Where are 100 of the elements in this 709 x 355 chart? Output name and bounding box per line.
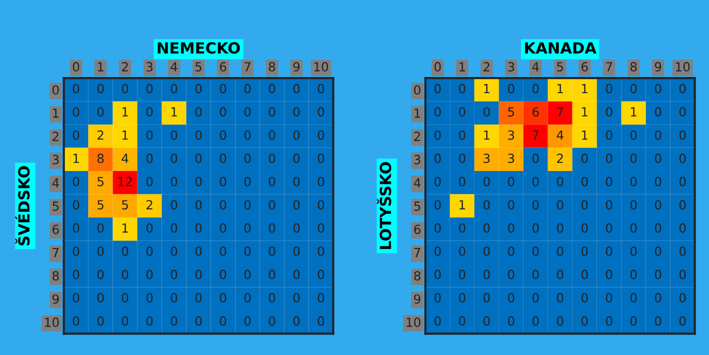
data-label: 0 (293, 223, 300, 233)
data-label: 0 (679, 316, 686, 326)
data-label: 0 (195, 200, 202, 210)
data-label: 0 (508, 270, 514, 280)
data-label: 0 (220, 270, 226, 280)
data-label: 0 (195, 316, 202, 326)
data-label: 0 (220, 130, 226, 140)
data-label: 0 (318, 316, 324, 326)
data-label: 0 (556, 200, 564, 210)
data-label: 0 (244, 223, 251, 233)
data-label: 0 (97, 223, 104, 233)
data-label: 0 (72, 84, 80, 94)
data-label: 0 (318, 200, 324, 210)
data-label: 0 (318, 154, 324, 164)
data-label: 0 (268, 107, 276, 117)
data-label: 0 (72, 293, 80, 302)
data-label: 0 (434, 246, 441, 256)
data-label: 0 (508, 293, 514, 302)
data-label: 0 (146, 84, 153, 94)
data-label: 0 (318, 84, 324, 94)
data-label: 0 (268, 246, 276, 256)
data-label: 0 (483, 176, 490, 186)
data-label: 0 (581, 200, 588, 210)
data-label: 0 (72, 223, 80, 233)
data-label: 0 (97, 293, 104, 302)
data-label: 0 (581, 246, 588, 256)
y-tick-label: 6 (52, 224, 59, 234)
data-label: 1 (582, 107, 588, 116)
x-tick-label: 2 (484, 62, 490, 72)
data-label: 0 (483, 223, 490, 233)
data-label: 0 (606, 246, 612, 256)
y-tick-label: 5 (52, 202, 59, 211)
data-label: 0 (483, 200, 490, 210)
data-label: 0 (654, 176, 662, 186)
data-label: 0 (508, 84, 514, 94)
data-label: 0 (630, 223, 637, 233)
data-label: 0 (170, 316, 178, 326)
data-label: 0 (220, 316, 226, 326)
data-label: 0 (458, 223, 466, 233)
data-label: 0 (606, 107, 612, 117)
data-label: 0 (458, 84, 466, 94)
data-label: 5 (98, 200, 104, 210)
x-tick-label: 0 (72, 62, 80, 72)
data-label: 0 (434, 107, 441, 117)
data-label: 0 (146, 130, 153, 140)
data-label: 0 (268, 293, 276, 302)
y-tick-label: 9 (414, 294, 420, 304)
y-tick-label: 7 (414, 248, 420, 258)
data-label: 0 (630, 130, 637, 140)
x-tick-label: 7 (606, 62, 612, 72)
data-label: 0 (293, 107, 300, 117)
data-label: 0 (654, 130, 662, 140)
data-label: 0 (122, 270, 128, 280)
data-label: 0 (195, 223, 202, 233)
data-label: 0 (293, 200, 300, 210)
data-label: 0 (508, 246, 514, 256)
data-label: 0 (170, 246, 178, 256)
data-label: 0 (195, 176, 202, 186)
data-label: 0 (268, 270, 276, 280)
data-label: 0 (434, 223, 441, 233)
data-label: 0 (195, 270, 202, 280)
data-label: 0 (244, 270, 251, 280)
data-label: 3 (508, 154, 514, 164)
data-label: 0 (170, 154, 178, 164)
data-label: 0 (170, 200, 178, 210)
y-axis-title: LOTYŠSKO (376, 162, 392, 250)
y-tick-label: 9 (52, 294, 59, 304)
data-label: 0 (606, 223, 612, 233)
data-label: 0 (458, 154, 466, 164)
data-label: 0 (220, 246, 226, 256)
data-label: 0 (220, 223, 226, 233)
data-label: 0 (122, 84, 128, 94)
data-label: 0 (97, 246, 104, 256)
data-label: 0 (679, 107, 686, 117)
data-label: 0 (146, 223, 153, 233)
data-label: 0 (220, 84, 226, 94)
data-label: 0 (434, 130, 441, 140)
y-tick-label: 10 (45, 318, 59, 328)
data-label: 0 (654, 200, 662, 210)
data-label: 12 (118, 176, 132, 186)
data-label: 2 (146, 200, 152, 210)
data-label: 0 (268, 154, 276, 164)
data-label: 0 (72, 176, 80, 186)
data-label: 0 (630, 84, 637, 94)
data-label: 0 (532, 246, 539, 256)
data-label: 0 (556, 293, 564, 302)
y-axis-title: ŠVÉDSKO (15, 166, 30, 246)
data-label: 0 (508, 223, 514, 233)
data-label: 0 (244, 130, 251, 140)
data-label: 0 (483, 293, 490, 302)
data-label: 1 (73, 154, 79, 163)
data-label: 0 (122, 316, 128, 326)
data-label: 0 (318, 293, 324, 302)
data-label: 0 (244, 84, 251, 94)
data-label: 0 (532, 223, 539, 233)
data-label: 0 (556, 223, 564, 233)
data-label: 0 (220, 176, 226, 186)
data-label: 0 (97, 316, 104, 326)
data-label: 0 (654, 293, 662, 302)
data-label: 0 (654, 107, 662, 117)
